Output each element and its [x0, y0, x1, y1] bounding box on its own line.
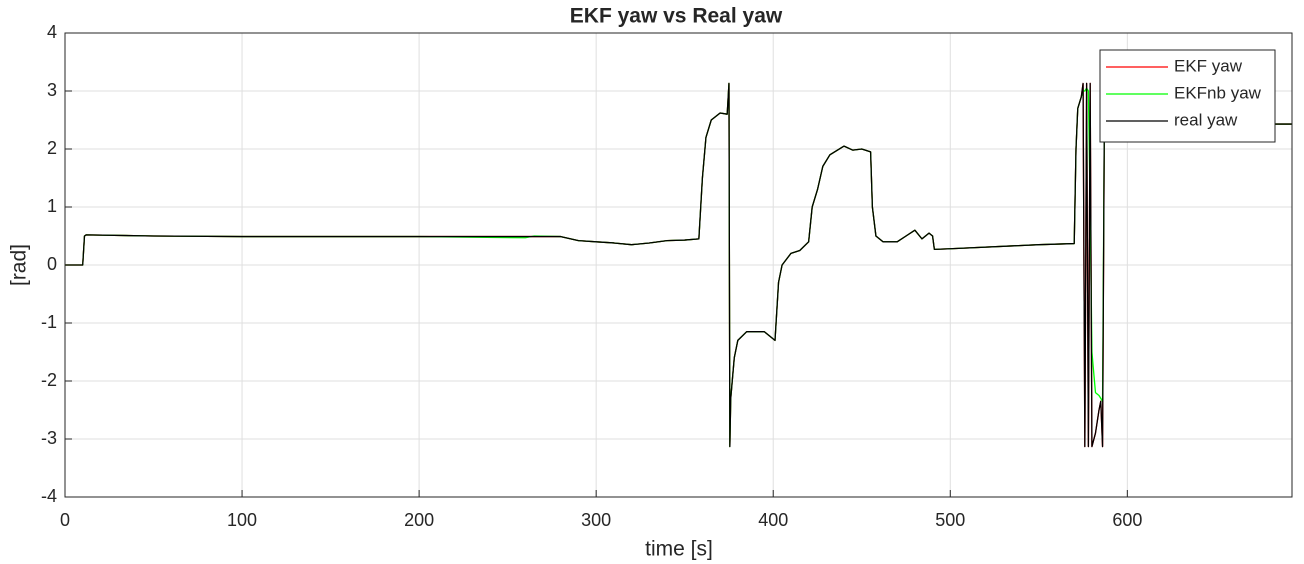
legend-label: EKF yaw [1174, 56, 1243, 75]
legend-label: EKFnb yaw [1174, 83, 1262, 102]
x-tick-label: 300 [581, 510, 611, 530]
y-tick-label: 0 [47, 254, 57, 274]
x-tick-label: 600 [1112, 510, 1142, 530]
legend-box [1099, 49, 1276, 143]
x-tick-label: 500 [935, 510, 965, 530]
series-line [65, 82, 1292, 448]
y-tick-label: -3 [41, 428, 57, 448]
y-axis-label: [rad] [8, 244, 31, 286]
y-tick-label: 4 [47, 22, 57, 42]
y-tick-label: 2 [47, 138, 57, 158]
y-tick-label: -4 [41, 486, 57, 506]
x-tick-label: 200 [404, 510, 434, 530]
x-tick-label: 100 [227, 510, 257, 530]
x-tick-label: 400 [758, 510, 788, 530]
x-axis-label: time [s] [645, 538, 713, 561]
legend-label: real yaw [1174, 110, 1238, 129]
y-tick-label: 3 [47, 80, 57, 100]
y-tick-label: -2 [41, 370, 57, 390]
axes-box [64, 32, 1293, 498]
y-tick-label: -1 [41, 312, 57, 332]
chart-title: EKF yaw vs Real yaw [570, 5, 783, 28]
y-tick-label: 1 [47, 196, 57, 216]
x-tick-label: 0 [60, 510, 70, 530]
